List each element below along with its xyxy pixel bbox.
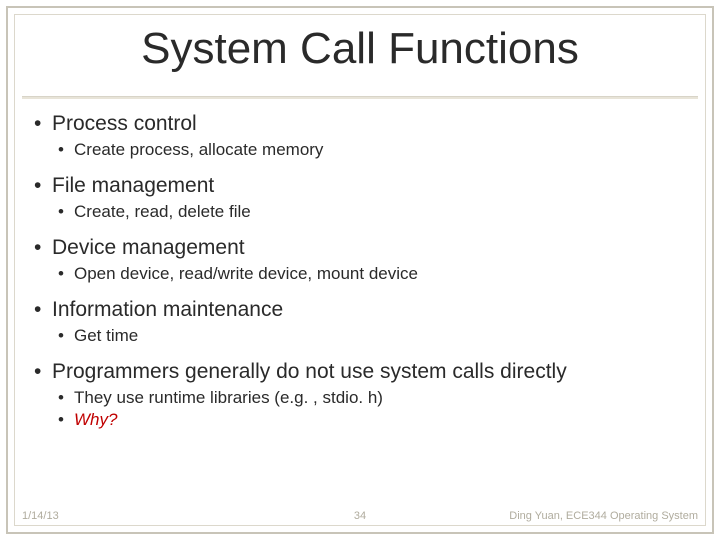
bullet-l1: Programmers generally do not use system … <box>34 360 692 384</box>
why-text: Why? <box>74 410 117 429</box>
bullet-l1: Information maintenance <box>34 298 692 322</box>
bullet-l2: Create, read, delete file <box>34 202 692 222</box>
bullet-l2: Create process, allocate memory <box>34 140 692 160</box>
footer: 1/14/13 34 Ding Yuan, ECE344 Operating S… <box>22 510 698 528</box>
slide-title: System Call Functions <box>0 24 720 74</box>
footer-author: Ding Yuan, ECE344 Operating System <box>509 510 698 522</box>
bullet-l2-why: Why? <box>34 410 692 430</box>
title-underline <box>22 96 698 99</box>
bullet-l1: Process control <box>34 112 692 136</box>
bullet-l2: Get time <box>34 326 692 346</box>
bullet-l2: They use runtime libraries (e.g. , stdio… <box>34 388 692 408</box>
bullet-l1: Device management <box>34 236 692 260</box>
bullet-l1: File management <box>34 174 692 198</box>
slide: System Call Functions Process control Cr… <box>0 0 720 540</box>
bullet-l2: Open device, read/write device, mount de… <box>34 264 692 284</box>
content-area: Process control Create process, allocate… <box>34 112 692 444</box>
